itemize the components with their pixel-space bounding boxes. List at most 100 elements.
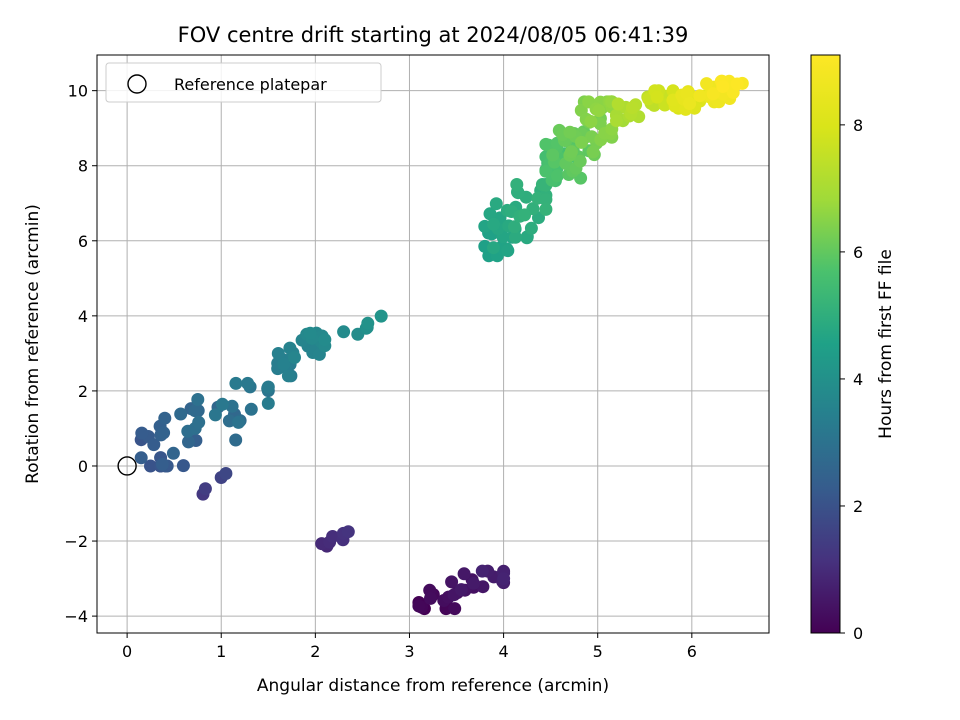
data-point [584,115,598,128]
data-point [518,208,532,222]
data-point [188,404,202,418]
data-point [192,415,206,429]
data-point [244,402,258,416]
x-tick-label: 0 [122,642,132,661]
data-point [261,396,275,410]
data-point [208,408,222,422]
y-tick-label: 0 [78,457,88,476]
colorbar-tick-label: 2 [853,497,863,516]
data-point [412,599,426,613]
data-point [134,451,148,465]
data-point [176,459,190,473]
data-points [134,74,749,616]
data-point [546,148,560,162]
data-point [539,193,553,206]
legend-label: Reference platepar [174,75,327,94]
y-tick-label: 8 [78,157,88,176]
x-tick-label: 6 [687,642,697,661]
data-point [241,376,255,390]
data-point [575,135,588,149]
data-point [611,97,625,111]
data-point [341,525,355,539]
x-axis-ticks: 0 1 2 3 4 5 6 [122,633,697,661]
colorbar-tick-label: 8 [853,116,863,135]
x-tick-label: 2 [310,642,320,661]
data-point [706,87,720,101]
data-point [157,426,171,440]
data-point [261,380,275,394]
data-point [229,433,243,447]
data-point [487,217,501,231]
data-point [158,411,172,425]
data-point [510,178,524,191]
data-point [281,369,295,383]
data-point [487,241,500,255]
data-point [650,90,664,104]
legend: Reference platepar [105,62,382,103]
x-tick-label: 5 [593,642,603,661]
legend-marker-icon [127,74,147,94]
data-point [448,602,462,616]
data-point [361,316,375,330]
y-tick-label: 10 [68,82,88,101]
data-point [232,415,245,429]
data-point [198,482,212,496]
y-tick-label: −2 [64,532,88,551]
data-point [610,114,623,128]
data-point [497,572,511,586]
y-tick-label: −4 [64,607,88,626]
data-point [182,435,195,449]
data-point [445,575,459,589]
data-point [592,104,606,118]
reference-platepar-marker [117,456,137,476]
data-point [374,309,388,323]
data-point [524,221,538,235]
data-point [509,230,522,244]
y-axis-label: Rotation from reference (arcmin) [23,204,43,484]
data-point [564,145,578,159]
y-tick-label: 6 [78,232,88,251]
data-point [539,137,553,151]
data-point [303,326,317,340]
data-point [277,357,291,371]
data-point [454,583,468,597]
data-point [147,438,161,452]
data-point [539,164,553,178]
data-point [191,393,205,406]
data-point [489,197,503,211]
data-point [693,89,707,103]
x-tick-label: 4 [498,642,508,661]
colorbar-tick-label: 4 [853,370,863,389]
legend-box [105,62,382,103]
data-point [135,426,149,440]
data-point [730,77,744,91]
data-point [508,220,521,234]
colorbar-tick-label: 0 [853,624,863,643]
y-tick-label: 4 [78,307,88,326]
data-point [326,530,340,543]
data-point [483,207,497,221]
data-point [225,399,239,413]
y-axis-ticks: −4 −2 0 2 4 6 8 10 [64,82,97,626]
data-point [288,351,301,364]
y-tick-label: 2 [78,382,88,401]
data-point [166,446,180,460]
data-point [318,333,332,347]
data-point [229,376,243,390]
colorbar [810,54,841,634]
data-point [467,576,480,590]
data-point [625,101,639,115]
chart-title: FOV centre drift starting at 2024/08/05 … [178,23,689,47]
data-point [174,407,188,421]
data-point [475,564,489,578]
grid [97,55,769,633]
x-tick-label: 1 [216,642,226,661]
data-point [337,325,351,339]
data-point [563,125,577,139]
data-point [501,244,515,258]
data-point [271,347,285,360]
plot-frame [96,54,770,634]
colorbar-label: Hours from first FF file [876,249,896,439]
x-tick-label: 3 [404,642,414,661]
